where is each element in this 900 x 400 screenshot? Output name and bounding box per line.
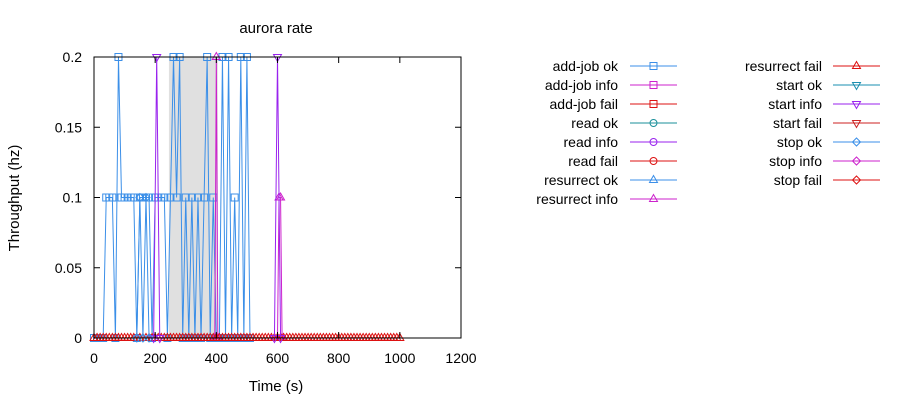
data-point	[193, 193, 202, 202]
data-point	[230, 193, 239, 202]
data-point	[172, 193, 181, 202]
legend-label: add-job ok	[553, 58, 619, 74]
x-tick-label: 800	[327, 350, 351, 366]
legend-entry: add-job ok	[553, 58, 677, 74]
y-tick-label: 0	[74, 330, 82, 346]
legend-entry: add-job info	[545, 77, 677, 93]
legend-marker	[851, 156, 862, 166]
y-tick-label: 0.05	[55, 260, 82, 276]
data-point	[135, 192, 145, 203]
legend-marker	[851, 82, 862, 91]
data-point	[272, 54, 283, 63]
legend: add-job ok add-job info add-job fail read o…	[536, 58, 880, 207]
legend-label: stop info	[769, 153, 822, 169]
legend-entry: resurrect ok	[544, 172, 677, 188]
data-point	[269, 335, 280, 344]
legend-entry: resurrect info	[536, 191, 677, 207]
legend-marker	[851, 175, 862, 185]
data-point	[166, 193, 175, 202]
y-axis-title: Throughput (hz)	[6, 145, 23, 252]
legend-label: add-job info	[545, 77, 618, 93]
legend-marker	[649, 100, 658, 108]
legend-marker	[649, 62, 658, 70]
legend-entry: resurrect fail	[745, 58, 880, 74]
chart-title: aurora rate	[239, 20, 312, 37]
x-tick-label: 0	[90, 350, 98, 366]
data-point	[154, 335, 165, 344]
data-point	[108, 193, 117, 202]
data-point	[141, 192, 151, 203]
data-point	[187, 193, 196, 202]
legend-label: resurrect fail	[745, 58, 822, 74]
legend-label: resurrect info	[536, 191, 618, 207]
legend-entry: start ok	[776, 77, 880, 93]
data-point	[275, 335, 286, 344]
legend-entry: start info	[768, 96, 880, 112]
series-line	[94, 56, 251, 339]
data-point	[129, 193, 138, 202]
series-layer	[89, 51, 405, 344]
data-point	[144, 333, 154, 343]
legend-entry: add-job fail	[550, 96, 677, 112]
legend-marker	[649, 119, 658, 127]
ticks-layer: 0 200 400 600 800 1000 1200 0 0.05 0.1 0.15 0.2	[55, 49, 477, 366]
x-tick-label: 1200	[445, 350, 476, 366]
legend-entry: read ok	[571, 115, 677, 131]
legend-label: read ok	[571, 115, 619, 131]
legend-marker	[649, 81, 658, 89]
data-point	[138, 333, 148, 343]
y-tick-label: 0.1	[63, 190, 83, 206]
data-point	[394, 332, 405, 341]
legend-marker	[648, 193, 659, 202]
legend-label: stop ok	[777, 134, 823, 150]
x-axis-title: Time (s)	[249, 378, 303, 395]
legend-entry: stop info	[769, 153, 880, 169]
x-tick-label: 200	[143, 350, 167, 366]
legend-entry: read fail	[568, 153, 677, 169]
legend-label: resurrect ok	[544, 172, 619, 188]
series-12	[132, 192, 154, 343]
legend-label: start info	[768, 96, 822, 112]
legend-label: add-job fail	[550, 96, 619, 112]
x-tick-label: 600	[266, 350, 290, 366]
data-point	[160, 193, 169, 202]
y-tick-label: 0.15	[55, 119, 82, 135]
legend-label: stop fail	[774, 172, 822, 188]
legend-marker	[851, 137, 862, 147]
legend-marker	[649, 157, 658, 165]
legend-entry: stop fail	[774, 172, 880, 188]
data-point	[132, 333, 142, 343]
y-tick-label: 0.2	[63, 49, 83, 65]
legend-entry: read info	[564, 134, 677, 150]
legend-label: read info	[564, 134, 619, 150]
legend-entry: start fail	[773, 115, 880, 131]
series-line	[136, 197, 150, 339]
x-tick-label: 400	[205, 350, 229, 366]
legend-label: start ok	[776, 77, 823, 93]
x-tick-label: 1000	[384, 350, 415, 366]
data-point	[181, 193, 190, 202]
legend-marker	[649, 138, 658, 146]
legend-entry: stop ok	[777, 134, 880, 150]
legend-marker	[648, 174, 659, 183]
data-point	[200, 193, 209, 202]
legend-marker	[851, 60, 862, 69]
legend-marker	[851, 120, 862, 129]
legend-label: read fail	[568, 153, 618, 169]
legend-label: start fail	[773, 115, 822, 131]
legend-marker	[851, 101, 862, 110]
